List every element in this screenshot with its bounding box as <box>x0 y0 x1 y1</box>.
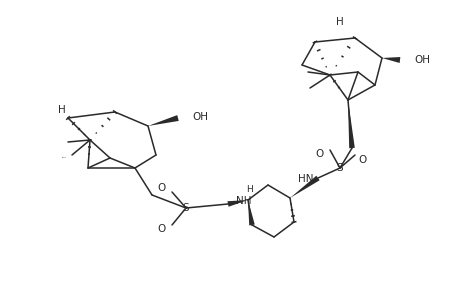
Text: OH: OH <box>413 55 429 65</box>
Text: NH: NH <box>235 196 251 206</box>
Text: O: O <box>315 149 324 159</box>
Polygon shape <box>347 100 354 148</box>
Text: O: O <box>157 224 166 234</box>
Polygon shape <box>247 200 254 225</box>
Text: H: H <box>336 17 343 27</box>
Text: H: H <box>58 105 66 115</box>
Text: S: S <box>336 163 342 173</box>
Text: O: O <box>358 155 366 165</box>
Text: H: H <box>246 185 253 194</box>
Polygon shape <box>227 200 247 207</box>
Text: HN: HN <box>298 174 313 184</box>
Polygon shape <box>148 115 179 126</box>
Polygon shape <box>381 57 399 63</box>
Text: S: S <box>182 203 189 213</box>
Text: OH: OH <box>191 112 207 122</box>
Polygon shape <box>289 176 319 198</box>
Text: O: O <box>157 183 166 193</box>
Text: methyl: methyl <box>62 156 66 158</box>
